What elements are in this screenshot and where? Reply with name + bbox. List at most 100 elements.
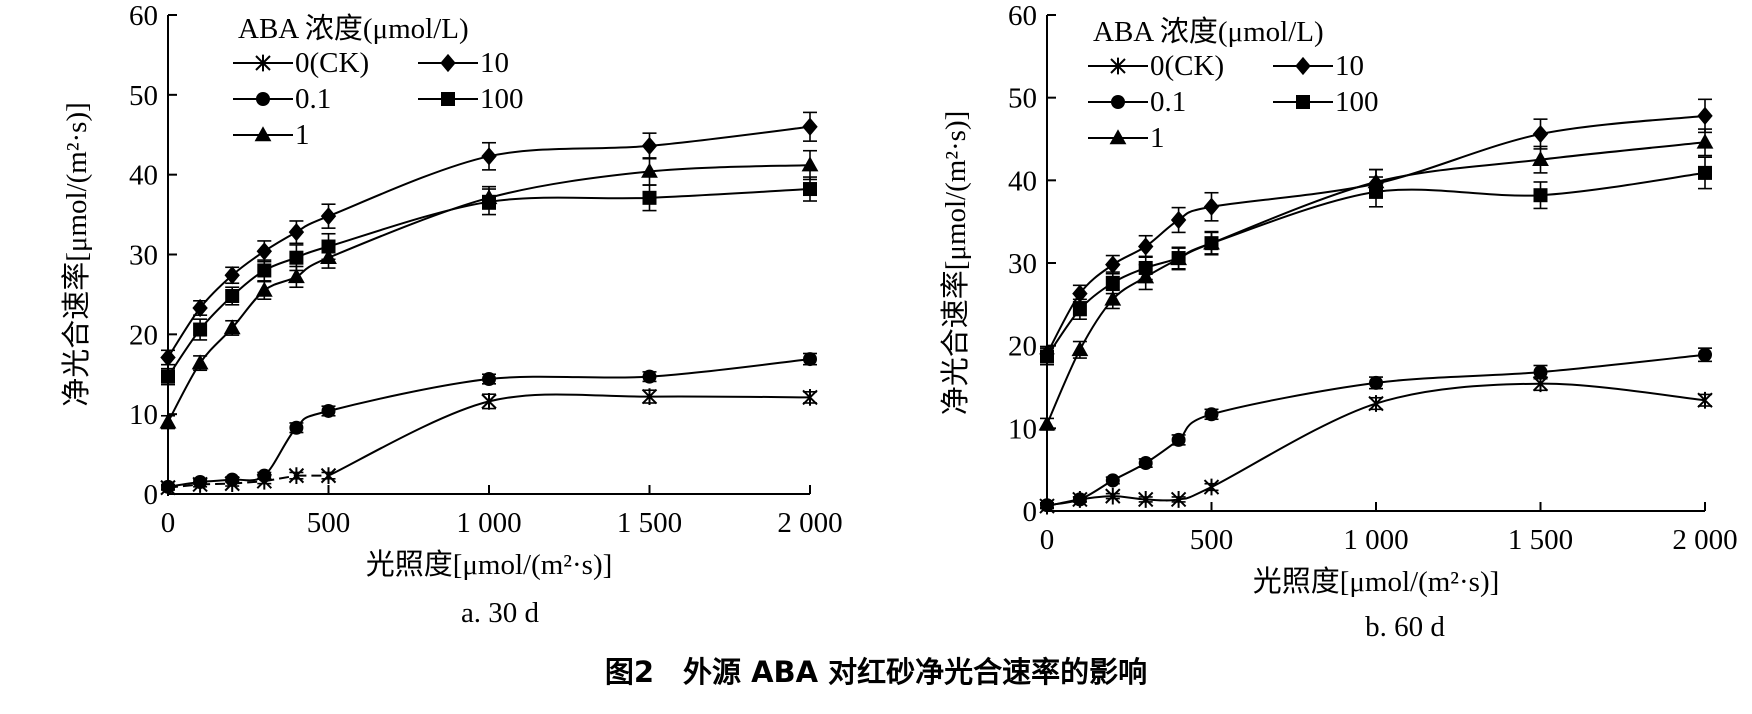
x-tick-label: 1 000 [456, 507, 521, 539]
x-tick-label: 500 [1190, 524, 1234, 556]
legend-label: 0(CK) [1150, 50, 1224, 82]
y-tick-label: 50 [1008, 83, 1037, 115]
data-point-square [1105, 275, 1120, 290]
data-point-diamond [288, 223, 305, 242]
legend-marker-triangle [1109, 129, 1127, 145]
data-point-diamond [1532, 124, 1549, 144]
data-point-asterisk [1368, 395, 1384, 412]
y-tick-label: 20 [129, 319, 158, 351]
data-point-asterisk [641, 388, 658, 406]
data-point-diamond [1138, 237, 1154, 256]
series-100 [1040, 156, 1712, 366]
legend-title: ABA 浓度(μmol/L) [1093, 15, 1324, 48]
data-point-triangle [223, 319, 241, 335]
data-point-square [642, 190, 657, 205]
chart-b: 0 10 20 30 40 50 60 0 500 1 000 1 500 2 000 光照度[μmol… [939, 0, 1738, 643]
data-point-diamond [256, 242, 272, 261]
data-point-circle [1533, 365, 1548, 380]
data-point-asterisk [802, 389, 818, 406]
y-tick-label: 60 [1008, 0, 1037, 32]
legend-label: 0.1 [1150, 86, 1186, 118]
data-point-diamond [481, 147, 497, 166]
data-point-triangle [1071, 341, 1089, 357]
chart-a: 0 10 20 30 40 50 60 0 500 1 000 1 500 2 000 光照度[μmol… [60, 0, 843, 629]
series-0.1 [161, 352, 817, 494]
data-point-diamond [802, 117, 818, 136]
legend-marker-asterisk [255, 54, 271, 72]
data-point-square [1171, 251, 1186, 266]
x-tick-label: 2 000 [1672, 524, 1737, 556]
data-point-square [289, 250, 304, 265]
x-tick-label: 1 500 [1508, 524, 1573, 556]
x-tick-label: 0 [1040, 524, 1055, 556]
data-point-asterisk [1137, 491, 1154, 508]
data-point-triangle [255, 281, 273, 297]
x-axis-title: 光照度[μmol/(m²·s)] [1253, 565, 1500, 598]
legend-label: 10 [1335, 50, 1364, 82]
data-point-square [1138, 260, 1153, 275]
series-line [328, 393, 811, 477]
data-point-asterisk [1697, 391, 1713, 409]
legend-marker-square [441, 92, 455, 106]
data-point-circle [321, 403, 336, 418]
data-point-circle [161, 479, 175, 494]
y-tick-label: 20 [1008, 331, 1037, 363]
data-point-diamond [224, 266, 240, 285]
legend-marker-diamond [1295, 56, 1311, 76]
data-point-square [161, 369, 175, 384]
data-point-circle [1171, 432, 1186, 447]
y-tick-label: 60 [129, 0, 158, 32]
legend-title: ABA 浓度(μmol/L) [238, 12, 469, 45]
data-point-triangle [1038, 415, 1056, 431]
legend-label: 100 [1335, 86, 1379, 118]
legend-label: 0(CK) [295, 47, 369, 79]
data-point-square [1040, 349, 1054, 364]
x-tick-label: 0 [161, 507, 176, 539]
data-point-diamond [641, 136, 658, 156]
y-tick-label: 40 [129, 160, 158, 192]
data-point-triangle [1104, 290, 1122, 306]
series-line-dashed [264, 474, 297, 483]
data-point-circle [482, 372, 496, 387]
data-point-square [803, 182, 817, 197]
data-point-circle [1698, 347, 1712, 362]
data-point-circle [803, 352, 817, 367]
data-point-circle [1105, 473, 1120, 488]
data-point-triangle [641, 162, 658, 178]
series-100 [161, 176, 817, 386]
legend: ABA 浓度(μmol/L)0(CK) 0.1 1 10 100 [1088, 15, 1379, 154]
x-axis-title: 光照度[μmol/(m²·s)] [366, 548, 613, 581]
y-tick-label: 10 [1008, 413, 1037, 445]
y-tick-label: 30 [1008, 248, 1037, 280]
data-point-triangle [801, 156, 819, 172]
data-point-diamond [1170, 210, 1187, 230]
data-point-diamond [1203, 197, 1220, 216]
legend: ABA 浓度(μmol/L)0(CK) 0.1 1 10 100 [233, 12, 524, 151]
data-point-diamond [1072, 284, 1088, 303]
y-tick-label: 40 [1008, 165, 1037, 197]
legend-label: 1 [1150, 122, 1165, 154]
data-point-circle [1072, 492, 1087, 507]
data-point-triangle [288, 268, 305, 284]
data-point-diamond [1105, 255, 1121, 274]
legend-label: 10 [480, 47, 509, 79]
data-point-diamond [1697, 106, 1713, 125]
y-axis-title: 净光合速率[μmol/(m²·s)] [60, 102, 93, 407]
x-tick-label: 500 [307, 507, 351, 539]
series-10 [1039, 98, 1713, 364]
x-tick-label: 1 000 [1343, 524, 1408, 556]
figure-caption: 图2 外源 ABA 对红砂净光合速率的影响 [605, 655, 1147, 689]
data-point-circle [642, 369, 657, 384]
data-point-asterisk [1170, 491, 1187, 508]
data-point-diamond [160, 348, 176, 367]
data-point-circle [257, 468, 272, 483]
data-point-diamond [320, 207, 337, 226]
data-point-square [482, 194, 496, 209]
data-point-square [1369, 184, 1383, 199]
data-point-square [1698, 165, 1712, 180]
y-tick-label: 0 [1023, 496, 1038, 528]
data-point-triangle [159, 413, 177, 429]
data-point-circle [289, 420, 304, 435]
y-tick-label: 10 [129, 399, 158, 431]
